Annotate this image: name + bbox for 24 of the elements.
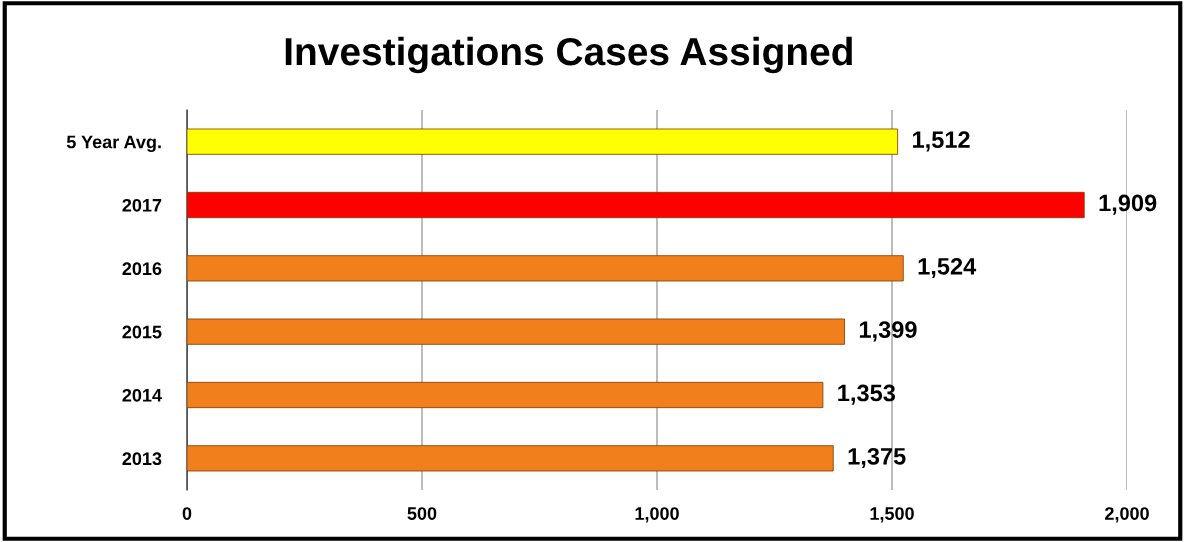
data-label: 1,353 [838, 384, 896, 405]
bar [187, 255, 904, 282]
data-label: 1,399 [859, 321, 917, 342]
x-tick-label: 1,500 [870, 507, 914, 523]
y-tick-label: 2016 [122, 262, 162, 276]
bar [187, 381, 824, 409]
chart-title: Investigations Cases Assigned [285, 36, 852, 74]
x-tick-label: 2,000 [1105, 507, 1149, 523]
data-label: 1,909 [1099, 194, 1157, 215]
y-tick-label: 2015 [122, 325, 162, 339]
bar [187, 128, 899, 155]
y-tick-label: 5 Year Avg. [66, 135, 161, 152]
bar [187, 191, 1085, 219]
data-label: 1,375 [848, 447, 906, 469]
x-tick-label: 1,000 [635, 507, 679, 523]
y-tick-label: 2013 [122, 452, 162, 466]
bar [187, 445, 834, 472]
x-tick-label: 0 [182, 507, 192, 520]
data-label: 1,512 [913, 131, 970, 152]
y-tick-label: 2017 [122, 198, 162, 212]
bar [187, 318, 845, 345]
data-label: 1,524 [918, 257, 977, 279]
y-tick-label: 2014 [122, 388, 162, 402]
x-tick-label: 500 [407, 507, 437, 520]
